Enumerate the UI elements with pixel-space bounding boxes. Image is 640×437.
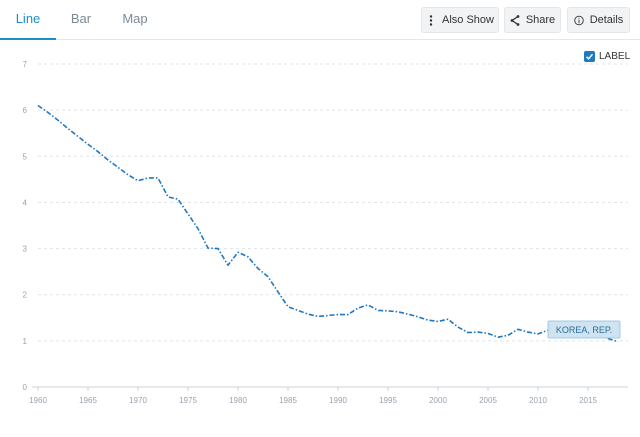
tab-map[interactable]: Map [122,11,148,26]
x-tick-label: 2000 [429,396,447,405]
also-show-label: Also Show [442,14,494,26]
top-toolbar: Line Bar Map Also Show Share Details [0,0,640,40]
share-label: Share [525,14,556,26]
x-tick-label: 1970 [129,396,147,405]
y-tick-label: 1 [23,337,28,346]
x-tick-label: 1980 [229,396,247,405]
y-tick-label: 6 [23,106,28,115]
grid-lines [38,63,628,342]
series-layer [37,104,619,343]
share-button[interactable]: Share [504,7,561,33]
series-label-text: KOREA, REP. [556,325,612,335]
series-label: KOREA, REP. [547,320,621,339]
x-tick-label: 1985 [279,396,297,405]
y-tick-label: 0 [23,383,28,392]
label-toggle-text: LABEL [599,51,631,62]
x-tick-label: 2015 [579,396,597,405]
y-tick-label: 5 [23,152,28,161]
x-tick-label: 1995 [379,396,397,405]
series-line [37,104,619,343]
details-button[interactable]: Details [567,7,630,33]
label-toggle[interactable]: LABEL [584,51,630,62]
checkmark-icon [585,53,594,60]
vertical-dots-icon [426,14,436,26]
y-tick-label: 7 [23,60,28,69]
share-icon [510,14,520,26]
x-tick-label: 1975 [179,396,197,405]
series-label-box [547,320,621,339]
tab-line[interactable]: Line [0,0,56,40]
y-tick-label: 2 [23,291,28,300]
x-tick-label: 1960 [29,396,47,405]
tab-bar[interactable]: Bar [70,11,92,26]
also-show-button[interactable]: Also Show [421,7,499,33]
y-tick-label: 3 [23,245,28,254]
details-label: Details [589,14,624,26]
x-tick-label: 2005 [479,396,497,405]
y-tick-label: 4 [23,198,28,207]
info-icon [573,14,584,26]
label-checkbox[interactable] [584,51,595,62]
line-chart: 0 1 2 3 4 5 6 7 1960 1965 1970 1975 1980 1985 1990 1995… [23,60,628,405]
x-tick-label: 2010 [529,396,547,405]
x-tick-label: 1990 [329,396,347,405]
axes: 0 1 2 3 4 5 6 7 1960 1965 1970 1975 1980 1985 1990 1995… [23,60,628,405]
x-tick-label: 1965 [79,396,97,405]
